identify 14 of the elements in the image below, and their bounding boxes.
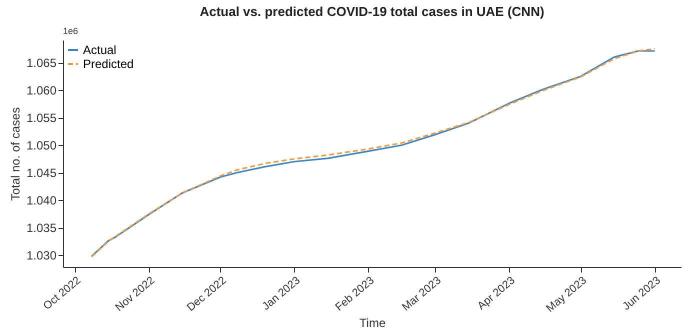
legend-label: Actual	[83, 43, 116, 57]
y-tick-label: 1.055	[26, 111, 57, 126]
chart-title: Actual vs. predicted COVID-19 total cases in UAE (CNN)	[200, 4, 544, 19]
legend-label: Predicted	[83, 57, 134, 71]
x-axis-title: Time	[359, 316, 386, 330]
y-axis-title: Total no. of cases	[8, 107, 22, 201]
y-tick-label: 1.030	[26, 248, 57, 263]
y-tick-label: 1.050	[26, 138, 57, 153]
text: 1e6	[63, 26, 78, 36]
y-tick-label: 1.035	[26, 221, 57, 236]
y-tick-label: 1.065	[26, 56, 57, 70]
y-tick-label: 1.060	[26, 84, 57, 98]
y-tick-label: 1.045	[26, 166, 57, 180]
y-tick-label: 1.040	[26, 194, 57, 208]
